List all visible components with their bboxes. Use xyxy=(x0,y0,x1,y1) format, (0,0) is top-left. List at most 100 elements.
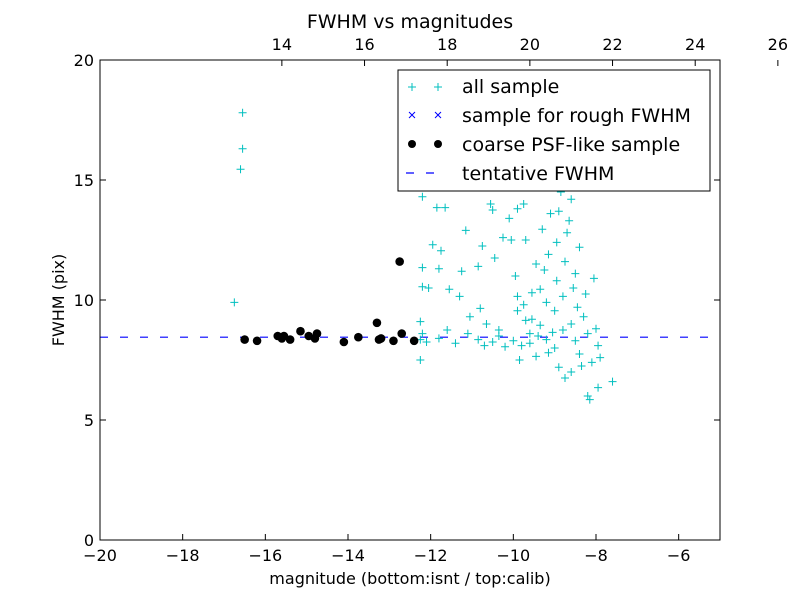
data-point-all-sample xyxy=(550,344,559,352)
data-point-all-sample xyxy=(443,326,452,334)
data-point-all-sample xyxy=(455,292,464,301)
data-point-all-sample xyxy=(552,276,561,285)
data-point-psf-like xyxy=(312,329,322,338)
data-point-all-sample xyxy=(513,306,522,315)
legend-x-marker xyxy=(408,111,442,119)
legend-label: sample for rough FWHM xyxy=(462,105,691,127)
data-point-all-sample xyxy=(418,329,427,338)
data-point-all-sample xyxy=(583,329,592,338)
data-point-all-sample xyxy=(238,144,247,153)
data-point-all-sample xyxy=(416,356,425,364)
data-point-all-sample xyxy=(236,165,245,174)
legend: all sample sample for rough FWHM coarse … xyxy=(397,69,711,192)
data-point-all-sample xyxy=(527,288,536,297)
data-point-psf-like xyxy=(252,336,262,346)
data-point-all-sample xyxy=(488,338,497,346)
data-point-all-sample xyxy=(563,228,572,237)
legend-entry-psf-like: coarse PSF-like sample xyxy=(408,134,680,156)
data-point-all-sample xyxy=(509,336,518,345)
data-point-all-sample xyxy=(581,290,590,298)
data-point-all-sample xyxy=(565,216,574,225)
plot-area xyxy=(99,59,721,541)
data-point-all-sample xyxy=(567,195,576,204)
data-point-psf-like xyxy=(374,335,384,344)
data-point-psf-like xyxy=(389,336,398,346)
data-point-all-sample xyxy=(594,383,603,392)
data-point-all-sample xyxy=(538,225,547,234)
data-point-psf-like xyxy=(296,326,305,336)
data-point-all-sample xyxy=(505,214,514,223)
y-tick-label: 0 xyxy=(84,531,94,550)
data-point-psf-like xyxy=(354,332,363,342)
data-point-all-sample xyxy=(532,352,541,361)
data-point-all-sample xyxy=(482,320,491,328)
data-point-all-sample xyxy=(594,341,603,350)
legend-label: all sample xyxy=(462,76,559,98)
legend-entry-rough-fwhm: sample for rough FWHM xyxy=(408,105,691,127)
data-point-all-sample xyxy=(585,395,594,404)
data-point-all-sample xyxy=(550,306,559,315)
data-point-all-sample xyxy=(608,377,617,386)
data-point-all-sample xyxy=(569,284,578,292)
x-tick-label: −20 xyxy=(83,546,117,565)
data-point-psf-like xyxy=(339,337,349,347)
data-point-all-sample xyxy=(575,350,584,358)
data-point-all-sample xyxy=(542,298,551,307)
data-point-all-sample xyxy=(511,272,520,280)
data-marks xyxy=(100,108,720,404)
data-point-all-sample xyxy=(474,262,483,271)
data-point-all-sample xyxy=(521,236,530,244)
data-point-all-sample xyxy=(507,236,516,244)
data-point-all-sample xyxy=(478,242,487,250)
data-point-psf-like xyxy=(409,336,419,346)
data-point-all-sample xyxy=(596,353,605,362)
data-point-all-sample xyxy=(465,312,474,321)
data-point-all-sample xyxy=(571,336,580,345)
data-point-psf-like xyxy=(397,329,407,338)
data-point-all-sample xyxy=(577,362,586,370)
data-point-all-sample xyxy=(519,200,528,208)
top-tick-label: 16 xyxy=(354,35,374,54)
top-tick-label: 14 xyxy=(272,35,292,54)
data-point-all-sample xyxy=(548,328,557,337)
top-tick-label: 20 xyxy=(520,35,540,54)
data-point-all-sample xyxy=(463,329,472,338)
data-point-all-sample xyxy=(515,356,524,364)
data-point-all-sample xyxy=(567,320,576,328)
data-point-all-sample xyxy=(451,339,460,348)
data-point-all-sample xyxy=(544,348,553,357)
x-tick-label: −16 xyxy=(248,546,282,565)
legend-label: coarse PSF-like sample xyxy=(462,134,680,156)
y-axis-label: FWHM (pix) xyxy=(49,254,68,347)
data-point-all-sample xyxy=(525,339,534,348)
data-point-all-sample xyxy=(476,304,485,313)
x-tick-label: −10 xyxy=(496,546,530,565)
legend-entry-all-sample: all sample xyxy=(408,76,559,98)
x-tick-label: −14 xyxy=(331,546,365,565)
x-tick-label: −6 xyxy=(667,546,691,565)
data-point-all-sample xyxy=(532,260,541,268)
data-point-all-sample xyxy=(513,204,522,213)
data-point-all-sample xyxy=(424,284,433,292)
data-point-all-sample xyxy=(513,292,522,301)
legend-frame xyxy=(397,69,711,192)
data-point-psf-like xyxy=(240,335,249,344)
legend-dot-marker xyxy=(434,140,442,148)
data-point-all-sample xyxy=(418,282,427,291)
data-point-all-sample xyxy=(571,269,580,278)
y-tick-label: 15 xyxy=(74,171,94,190)
data-point-all-sample xyxy=(558,292,567,301)
data-point-psf-like xyxy=(277,334,287,343)
data-point-all-sample xyxy=(567,368,576,376)
data-point-all-sample xyxy=(540,266,549,274)
chart-title: FWHM vs magnitudes xyxy=(307,11,513,33)
data-point-all-sample xyxy=(544,250,553,259)
data-point-all-sample xyxy=(418,192,427,201)
data-point-psf-like xyxy=(285,335,295,344)
data-point-all-sample xyxy=(579,312,588,321)
legend-plus-marker xyxy=(408,83,442,91)
data-point-all-sample xyxy=(573,303,582,312)
data-point-all-sample xyxy=(499,233,507,242)
data-point-all-sample xyxy=(434,264,443,273)
